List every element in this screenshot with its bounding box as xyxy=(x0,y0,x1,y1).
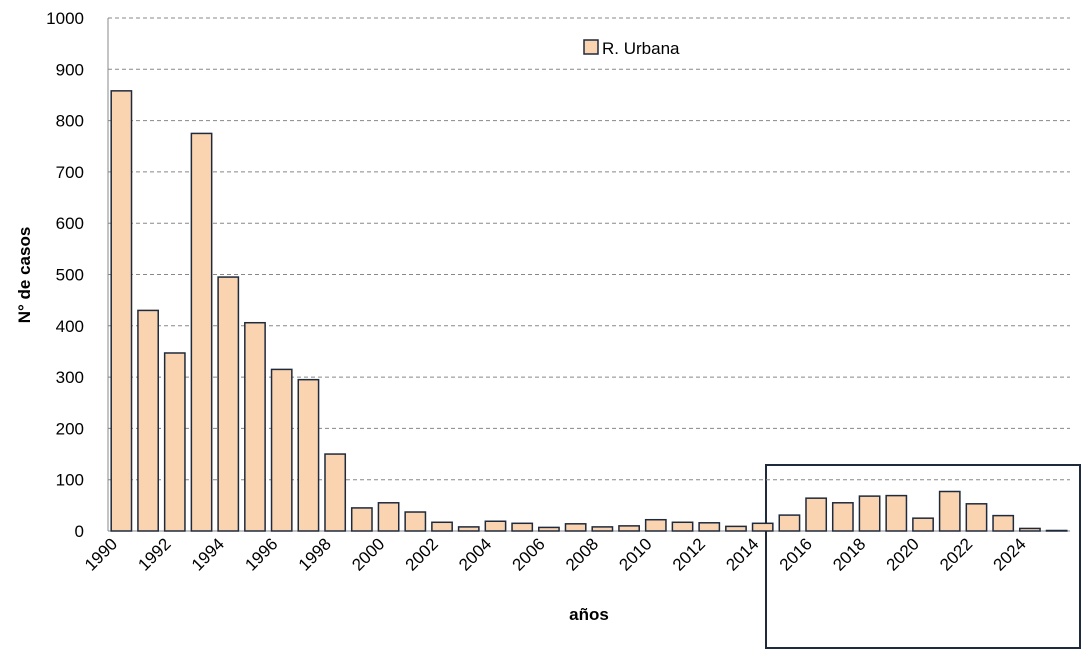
y-tick-label: 500 xyxy=(56,266,84,285)
y-tick-label: 800 xyxy=(56,112,84,131)
bar xyxy=(805,497,828,532)
bar xyxy=(912,517,934,532)
bar xyxy=(244,321,266,532)
x-tick-label: 2016 xyxy=(776,534,816,574)
bar xyxy=(618,525,640,532)
x-tick-label: 2004 xyxy=(455,534,495,574)
x-tick-label: 1998 xyxy=(295,534,335,574)
bar xyxy=(270,368,293,532)
bar xyxy=(938,490,961,532)
bar xyxy=(163,352,186,532)
x-tick-label: 2018 xyxy=(829,534,869,574)
y-tick-label: 100 xyxy=(56,471,84,490)
bar xyxy=(992,514,1015,532)
x-tick-label: 2002 xyxy=(402,534,442,574)
x-tick-label: 2012 xyxy=(669,534,709,574)
y-tick-label: 700 xyxy=(56,163,84,182)
bar xyxy=(190,132,213,532)
legend-label: R. Urbana xyxy=(602,39,680,58)
bar xyxy=(778,514,801,532)
bar xyxy=(725,525,747,532)
bar xyxy=(698,522,721,532)
x-tick-label: 2014 xyxy=(722,534,762,574)
bar xyxy=(377,502,400,532)
bar xyxy=(137,309,159,532)
y-tick-label: 600 xyxy=(56,214,84,233)
bar xyxy=(751,522,774,532)
y-tick-label: 200 xyxy=(56,419,84,438)
x-axis-title: años xyxy=(569,605,609,624)
bar xyxy=(591,526,614,532)
bar xyxy=(431,521,453,532)
x-tick-label: 2010 xyxy=(615,534,655,574)
y-tick-label: 0 xyxy=(75,522,84,541)
bar xyxy=(885,494,908,532)
bar xyxy=(644,518,667,532)
y-tick-label: 900 xyxy=(56,60,84,79)
x-tick-label: 2022 xyxy=(936,534,976,574)
x-tick-label: 1996 xyxy=(241,534,281,574)
x-tick-label: 2000 xyxy=(348,534,388,574)
x-tick-label: 2008 xyxy=(562,534,602,574)
bar xyxy=(965,503,988,532)
legend-swatch xyxy=(583,39,599,55)
bar xyxy=(671,521,694,532)
bar xyxy=(538,526,560,532)
y-tick-label: 400 xyxy=(56,317,84,336)
y-axis-title: N° de casos xyxy=(15,227,34,324)
bar xyxy=(110,90,133,532)
bar xyxy=(511,522,534,532)
bar xyxy=(217,276,240,532)
bar xyxy=(564,523,587,532)
bar xyxy=(297,378,320,532)
bar xyxy=(457,526,480,532)
bar xyxy=(404,511,427,532)
x-tick-label: 2024 xyxy=(990,534,1030,574)
bar xyxy=(1019,527,1041,532)
x-tick-label: 2020 xyxy=(883,534,923,574)
x-tick-label: 2006 xyxy=(509,534,549,574)
x-tick-label: 1990 xyxy=(81,534,121,574)
bar xyxy=(831,502,854,532)
bar xyxy=(484,520,507,532)
bar xyxy=(1045,529,1068,532)
bar xyxy=(324,453,347,532)
bar xyxy=(350,507,373,532)
highlight-box xyxy=(765,464,1081,649)
x-tick-label: 1994 xyxy=(188,534,228,574)
y-tick-label: 1000 xyxy=(46,9,84,28)
x-tick-label: 1992 xyxy=(134,534,174,574)
y-tick-label: 300 xyxy=(56,368,84,387)
bar xyxy=(858,495,881,532)
